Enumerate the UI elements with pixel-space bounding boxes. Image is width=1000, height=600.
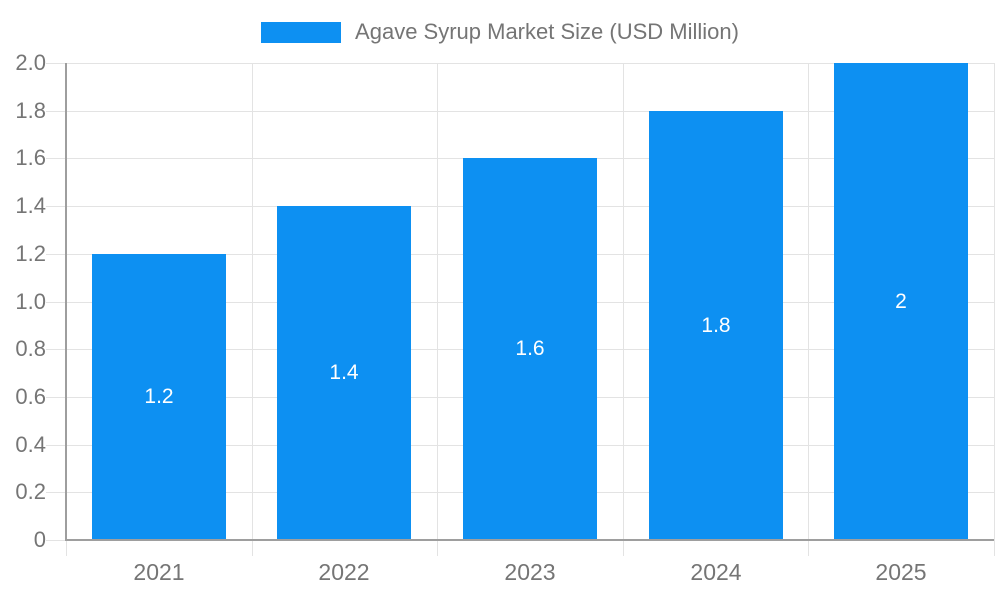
gridline-x — [623, 63, 624, 540]
x-axis-label: 2022 — [318, 559, 370, 585]
y-axis-label: 1.0 — [15, 289, 46, 314]
legend-label: Agave Syrup Market Size (USD Million) — [355, 19, 739, 44]
gridline-x — [994, 63, 995, 540]
x-axis-label: 2021 — [133, 559, 185, 585]
x-axis-tick — [252, 540, 253, 556]
gridline-y — [46, 63, 994, 64]
legend-swatch — [261, 21, 342, 43]
bar[interactable]: 1.4 — [277, 206, 411, 540]
y-axis-label: 0.2 — [15, 479, 46, 504]
y-axis-label: 1.2 — [15, 241, 46, 266]
gridline-x — [808, 63, 809, 540]
x-axis-label: 2023 — [504, 559, 556, 585]
bar-value-label: 1.2 — [144, 385, 174, 408]
x-axis-label: 2024 — [690, 559, 742, 585]
bar-value-label: 1.8 — [701, 313, 731, 337]
x-axis-label: 2025 — [875, 559, 927, 585]
x-axis-tick — [808, 540, 809, 556]
x-axis-tick — [66, 540, 67, 556]
gridline-x — [437, 63, 438, 540]
y-axis-label: 1.4 — [15, 193, 46, 218]
y-axis-label: 0.8 — [15, 336, 46, 361]
y-axis-label: 0.4 — [15, 432, 46, 457]
y-axis-label: 1.8 — [15, 98, 46, 123]
bar[interactable]: 1.6 — [463, 158, 597, 540]
y-axis-label: 0.6 — [15, 384, 46, 409]
y-axis-label: 2.0 — [15, 50, 46, 75]
x-axis-tick — [437, 540, 438, 556]
x-axis-tick — [623, 540, 624, 556]
x-axis-tick — [994, 540, 995, 556]
y-axis-line — [65, 63, 67, 540]
y-axis-label: 1.6 — [15, 145, 46, 170]
legend: Agave Syrup Market Size (USD Million) — [0, 19, 1000, 45]
bar[interactable]: 1.2 — [92, 254, 226, 540]
bar-value-label: 1.6 — [515, 337, 545, 360]
bar[interactable]: 2 — [834, 63, 968, 540]
gridline-x — [252, 63, 253, 540]
bar-value-label: 2 — [895, 289, 907, 313]
bar-value-label: 1.4 — [329, 361, 359, 384]
y-axis-label: 0 — [33, 527, 46, 552]
x-axis-line — [65, 539, 994, 541]
bar[interactable]: 1.8 — [649, 111, 783, 540]
gridline-y — [46, 111, 994, 112]
